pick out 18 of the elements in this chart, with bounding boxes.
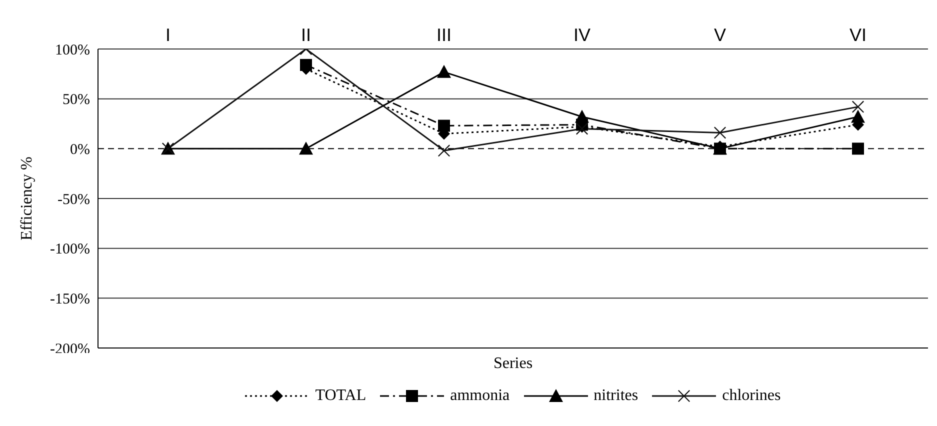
y-tick-label: 50% — [62, 92, 90, 108]
x-tick-label: V — [714, 25, 726, 45]
y-tick-label: -150% — [50, 291, 90, 308]
legend-label: chlorines — [722, 387, 781, 405]
y-tick-label: 0% — [70, 142, 90, 158]
y-tick-label: -50% — [58, 192, 90, 208]
x-axis-title: Series — [492, 355, 534, 373]
legend-label: ammonia — [450, 387, 510, 405]
x-tick-label: II — [300, 25, 312, 45]
y-tick-label: -100% — [50, 242, 90, 258]
x-tick-label: III — [436, 25, 452, 45]
x-tick-label: IV — [573, 25, 591, 45]
x-tick-label: VI — [849, 25, 867, 45]
legend-label: TOTAL — [315, 387, 366, 405]
y-tick-label: 100% — [55, 42, 90, 58]
y-axis-title: Efficiency % — [18, 156, 36, 240]
legend-label: nitrites — [594, 387, 638, 405]
x-tick-label: I — [165, 25, 171, 45]
